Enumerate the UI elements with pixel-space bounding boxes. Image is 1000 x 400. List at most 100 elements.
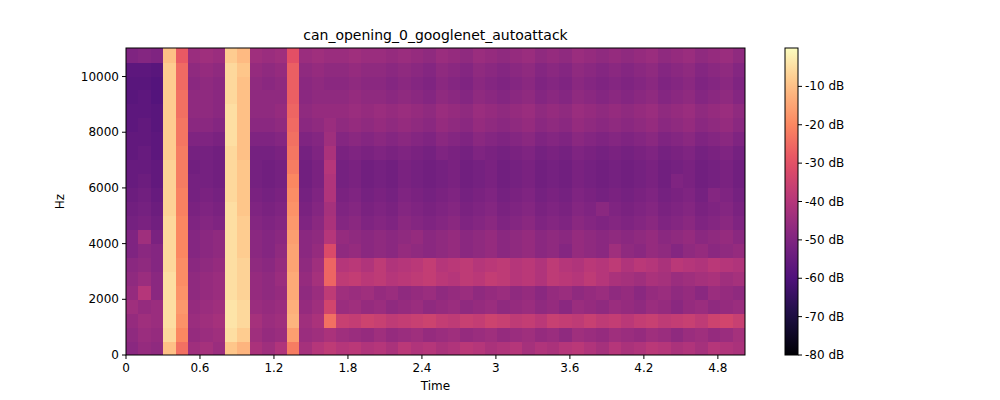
cell	[473, 62, 486, 77]
cell	[349, 104, 362, 119]
cell	[473, 202, 486, 217]
cell	[225, 215, 238, 230]
cell	[510, 90, 523, 105]
cell	[436, 202, 449, 217]
cell	[324, 146, 337, 161]
cell	[609, 327, 622, 342]
cell	[683, 313, 696, 328]
cell	[646, 271, 659, 286]
cell	[547, 202, 560, 217]
cell	[609, 299, 622, 314]
cell	[225, 188, 238, 203]
cell	[262, 160, 275, 175]
cell	[448, 229, 461, 244]
cell	[275, 229, 288, 244]
cell	[361, 327, 374, 342]
cell	[349, 118, 362, 133]
cell	[287, 341, 300, 355]
y-tick-label: 6000	[88, 181, 119, 195]
cell	[151, 243, 164, 258]
cell	[547, 160, 560, 175]
cell	[374, 62, 387, 77]
cell	[188, 257, 201, 272]
cell	[312, 146, 325, 161]
cell	[250, 257, 263, 272]
colorbar-tick	[798, 316, 802, 317]
cell	[547, 188, 560, 203]
cell	[535, 271, 548, 286]
cell	[411, 327, 424, 342]
cell	[374, 104, 387, 119]
cell	[299, 132, 312, 147]
cell	[671, 215, 684, 230]
cell	[683, 174, 696, 189]
cell	[695, 62, 708, 77]
cell	[163, 313, 176, 328]
cell	[213, 188, 226, 203]
cell	[411, 146, 424, 161]
cell	[671, 132, 684, 147]
cell	[720, 215, 733, 230]
cell	[163, 327, 176, 342]
cell	[398, 313, 411, 328]
cell	[596, 229, 609, 244]
cell	[361, 285, 374, 300]
cell	[497, 202, 510, 217]
cell	[200, 118, 213, 133]
cell	[423, 215, 436, 230]
cell	[634, 215, 647, 230]
cell	[163, 118, 176, 133]
cell	[299, 90, 312, 105]
cell	[646, 215, 659, 230]
cell	[349, 62, 362, 77]
cell	[535, 62, 548, 77]
cell	[621, 257, 634, 272]
cell	[733, 146, 745, 161]
cell	[708, 215, 721, 230]
cell	[336, 313, 349, 328]
cell	[188, 48, 201, 63]
cell	[398, 285, 411, 300]
cell	[324, 215, 337, 230]
cell	[275, 243, 288, 258]
cell	[423, 243, 436, 258]
cell	[720, 48, 733, 63]
cell	[535, 229, 548, 244]
cell	[473, 229, 486, 244]
cell	[138, 48, 151, 63]
cell	[522, 243, 535, 258]
cell	[535, 90, 548, 105]
cell	[225, 48, 238, 63]
cell	[299, 285, 312, 300]
cell	[275, 76, 288, 91]
cell	[250, 243, 263, 258]
y-tick-label: 4000	[88, 237, 119, 251]
cell	[188, 285, 201, 300]
cell	[473, 90, 486, 105]
cell	[312, 313, 325, 328]
cell	[436, 313, 449, 328]
cell	[262, 146, 275, 161]
cell	[336, 327, 349, 342]
cell	[634, 118, 647, 133]
cell	[349, 160, 362, 175]
cell	[522, 285, 535, 300]
cell	[138, 160, 151, 175]
cell	[708, 48, 721, 63]
cell	[312, 202, 325, 217]
cell	[510, 243, 523, 258]
cell	[361, 90, 374, 105]
cell	[213, 62, 226, 77]
cell	[485, 132, 498, 147]
cell	[695, 188, 708, 203]
cell	[609, 243, 622, 258]
cell	[237, 215, 250, 230]
cell	[374, 188, 387, 203]
cell	[299, 160, 312, 175]
cell	[312, 104, 325, 119]
cell	[695, 90, 708, 105]
cell	[237, 174, 250, 189]
cell	[695, 160, 708, 175]
cell	[237, 48, 250, 63]
cell	[138, 76, 151, 91]
